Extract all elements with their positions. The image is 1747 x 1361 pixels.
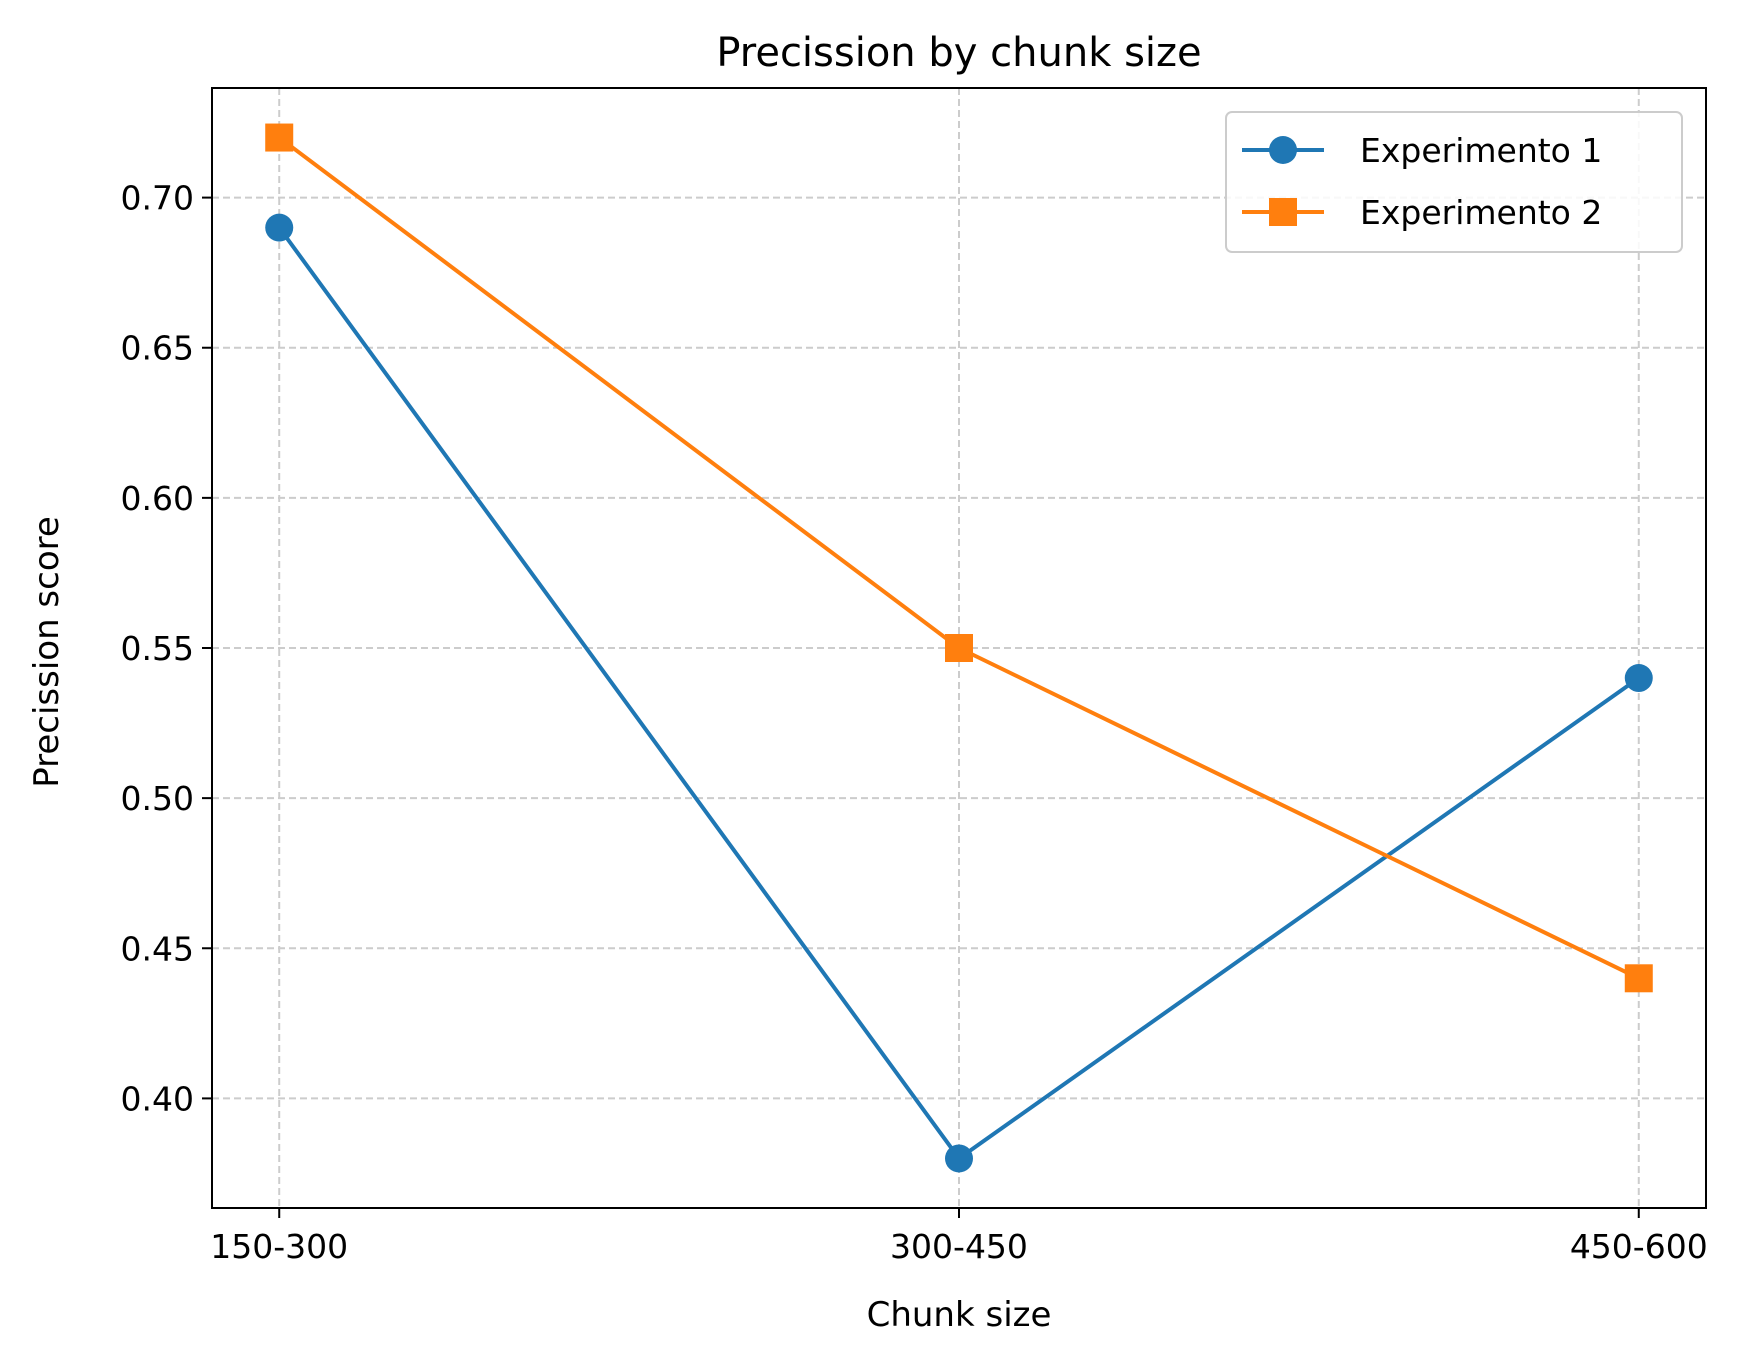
x-tick-label: 450-600 [1570,1227,1708,1266]
data-point [945,634,973,662]
legend-box [1225,111,1683,253]
legend-item: Experimento 2 [1242,193,1602,232]
legend-item: Experimento 1 [1242,131,1602,170]
data-point [1624,964,1653,993]
y-tick-label: 0.45 [121,929,194,968]
data-point [1624,664,1653,693]
x-tick-label: 300-450 [890,1227,1028,1266]
legend-marker [1269,198,1297,226]
y-tick-label: 0.40 [121,1079,194,1118]
y-tick-label: 0.50 [121,779,194,818]
y-tick-label: 0.60 [121,479,194,518]
data-point [945,1144,973,1173]
data-point [265,213,294,242]
legend-label: Experimento 2 [1360,193,1602,232]
y-axis-label: Precission score [27,516,67,788]
data-point [265,123,294,152]
series-2 [265,123,1653,993]
legend-marker [1269,136,1297,164]
y-tick-label: 0.55 [121,629,194,668]
axis-ticks: 0.40 0.45 0.50 0.55 0.60 0.65 0.70 150-300 300-4… [121,179,1708,1266]
series-layer [265,123,1653,1173]
legend: Experimento 1 Experimento 2 [1225,111,1683,253]
x-axis-label: Chunk size [867,1295,1052,1335]
chart-title: Precission by chunk size [716,30,1201,76]
legend-label: Experimento 1 [1360,131,1602,170]
x-tick-label: 150-300 [210,1227,348,1266]
y-tick-label: 0.70 [121,179,194,218]
series-1 [265,213,1653,1173]
y-tick-label: 0.65 [121,329,194,368]
